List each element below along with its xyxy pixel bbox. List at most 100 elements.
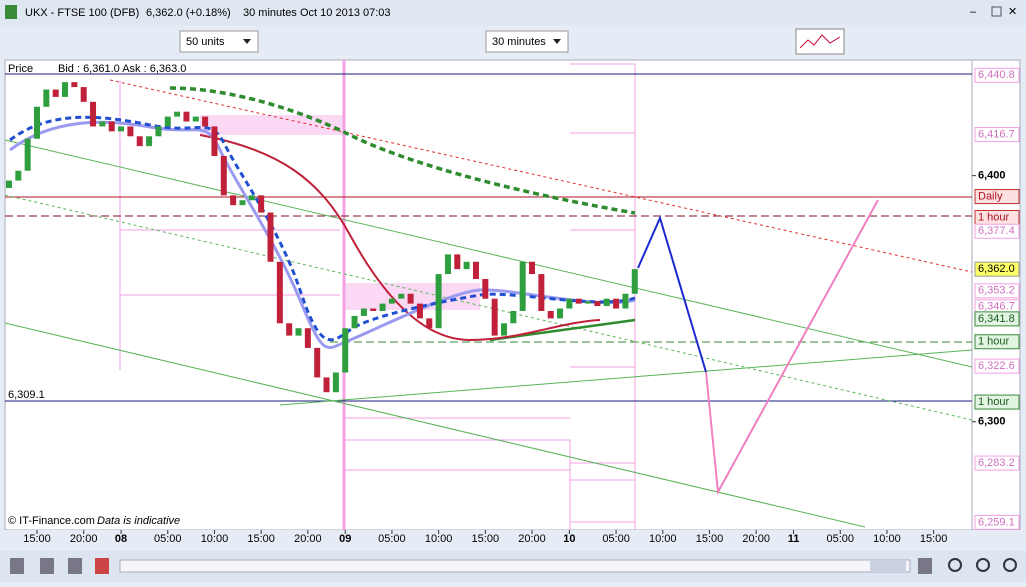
time-label: 10:00: [201, 533, 229, 545]
zoom-in[interactable]: [948, 558, 962, 572]
title-bar: [0, 0, 1026, 25]
candle-body: [398, 293, 405, 299]
price-label: 6,283.2: [978, 457, 1015, 469]
time-label: 05:00: [826, 533, 854, 545]
time-label: 20:00: [742, 533, 770, 545]
candle-body: [454, 254, 461, 270]
price-label-box: [974, 189, 1020, 205]
time-label: 15:00: [23, 533, 51, 545]
price-label: 6,322.6: [978, 360, 1015, 372]
time-label: 20:00: [518, 533, 546, 545]
candle-body: [482, 279, 489, 299]
time-label: 15:00: [472, 533, 500, 545]
candle-body: [323, 377, 330, 393]
time-label: 10:00: [425, 533, 453, 545]
candle-body: [286, 323, 293, 336]
scrollbar[interactable]: [119, 559, 911, 573]
zoom-out[interactable]: [976, 558, 990, 572]
candle-body: [613, 298, 620, 309]
tool-icon[interactable]: [95, 558, 109, 574]
candle-body: [146, 136, 153, 147]
candle-body: [80, 87, 87, 102]
candle-body: [192, 116, 199, 122]
price-label: 6,400: [978, 170, 1006, 182]
overlays: [4, 60, 973, 530]
close-button[interactable]: ✕: [1008, 6, 1017, 18]
price-label: 1 hour: [978, 336, 1010, 348]
candle-body: [426, 318, 433, 329]
candle-body: [594, 301, 601, 307]
candle-body: [248, 195, 255, 201]
candle-body: [529, 261, 536, 275]
candle-body: [538, 274, 545, 311]
candle-body: [164, 116, 171, 127]
price-label: 6,259.1: [978, 516, 1015, 528]
candle-body: [557, 308, 564, 319]
zoom-reset[interactable]: [1003, 558, 1017, 572]
price-label-box: [974, 334, 1020, 350]
candle-body: [585, 301, 592, 304]
app-icon: [5, 5, 17, 19]
price-label-box: [974, 283, 1020, 299]
candle-body: [360, 308, 367, 316]
price-label: 6,416.7: [978, 128, 1015, 140]
candle-body: [351, 315, 358, 329]
trend-line: [4, 139, 973, 368]
candle-body: [575, 298, 582, 304]
price-label: 6,440.8: [978, 69, 1015, 81]
interval: 30 minutes: [243, 7, 297, 19]
interval-value: 30 minutes: [492, 36, 546, 48]
candle-body: [370, 308, 377, 311]
candle-body: [62, 82, 69, 97]
indicator-button[interactable]: [795, 28, 845, 55]
price-change: 6,362.0 (+0.18%): [146, 7, 231, 19]
candle-body: [90, 101, 97, 127]
time-label: 10: [563, 533, 575, 545]
dropdown-arrow: [553, 39, 561, 44]
candle-body: [239, 200, 246, 206]
legend-quote: Bid : 6,361.0 Ask : 6,363.0: [58, 63, 186, 75]
candle-body: [435, 274, 442, 329]
candle-body: [267, 212, 274, 262]
tool-icon[interactable]: [918, 558, 932, 574]
candle-body: [622, 293, 629, 309]
price-label: 6,362.0: [978, 263, 1015, 275]
time-label: 10:00: [873, 533, 901, 545]
time-label: 15:00: [247, 533, 275, 545]
disclaimer: Data is indicative: [97, 515, 180, 527]
interval-dropdown[interactable]: [485, 30, 569, 53]
units-dropdown[interactable]: [179, 30, 259, 53]
candle-body: [174, 111, 181, 117]
price-label: 1 hour: [978, 396, 1010, 408]
price-label-box: [974, 261, 1020, 277]
candle-body: [230, 195, 237, 206]
candle-body: [304, 328, 311, 348]
tool-icon[interactable]: [68, 558, 82, 574]
candle-body: [118, 126, 125, 132]
scroll-thumb[interactable]: [870, 561, 906, 571]
candle-body: [202, 116, 209, 127]
time-label: 09: [339, 533, 351, 545]
legend-price: Price: [8, 63, 33, 75]
time-label: 05:00: [602, 533, 630, 545]
price-label-box: [974, 394, 1020, 410]
maximize-button[interactable]: [991, 6, 1002, 17]
time-label: 15:00: [696, 533, 724, 545]
tool-icon[interactable]: [10, 558, 24, 574]
price-label-box: [974, 223, 1020, 239]
candle-body: [295, 328, 302, 336]
price-label-box: [974, 311, 1020, 327]
candle-body: [314, 347, 321, 378]
price-label: Daily: [978, 190, 1003, 202]
units-value: 50 units: [186, 36, 225, 48]
candle-body: [631, 269, 638, 294]
trend-line: [4, 322, 866, 528]
price-label: 6,346.7: [978, 301, 1015, 313]
tool-icon[interactable]: [40, 558, 54, 574]
price-label: 1 hour: [978, 211, 1010, 223]
candle-body: [510, 310, 517, 324]
minimize-button[interactable]: –: [970, 6, 977, 18]
price-label-box: [974, 127, 1020, 143]
candle-body: [183, 111, 190, 122]
